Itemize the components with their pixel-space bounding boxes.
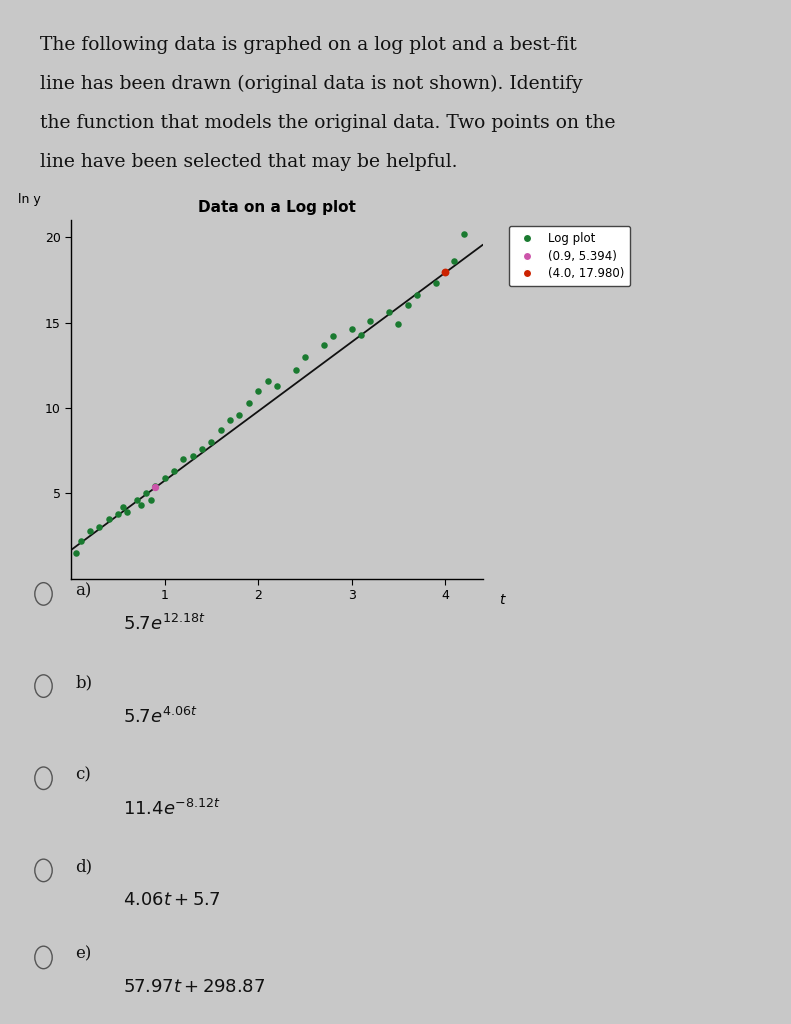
Point — [261, 373, 274, 389]
Text: line have been selected that may be helpful.: line have been selected that may be help… — [40, 153, 457, 171]
Point — [144, 492, 157, 508]
Point — [448, 253, 461, 269]
Point — [364, 312, 377, 329]
Point — [112, 506, 124, 522]
Point — [252, 383, 264, 399]
Text: ln y: ln y — [17, 193, 40, 206]
Point — [168, 463, 180, 479]
Point — [317, 337, 330, 353]
Point — [102, 511, 115, 527]
Point — [439, 263, 452, 280]
Point — [354, 327, 367, 343]
Text: t: t — [499, 593, 505, 607]
Point — [298, 348, 311, 365]
Text: d): d) — [75, 859, 93, 876]
Text: $4.06t + 5.7$: $4.06t + 5.7$ — [123, 891, 220, 909]
Point — [74, 532, 87, 549]
Legend: Log plot, (0.9, 5.394), (4.0, 17.980): Log plot, (0.9, 5.394), (4.0, 17.980) — [509, 226, 630, 287]
Text: $5.7e^{4.06t}$: $5.7e^{4.06t}$ — [123, 707, 197, 727]
Point — [116, 499, 129, 515]
Point — [346, 322, 358, 338]
Point — [149, 478, 161, 495]
Point — [233, 407, 246, 423]
Point — [140, 485, 153, 502]
Point — [177, 451, 190, 467]
Point — [131, 492, 143, 508]
Text: the function that models the original data. Two points on the: the function that models the original da… — [40, 114, 615, 132]
Point — [271, 378, 283, 394]
Point — [149, 478, 161, 495]
Point — [392, 316, 405, 333]
Text: $11.4e^{-8.12t}$: $11.4e^{-8.12t}$ — [123, 799, 221, 819]
Text: e): e) — [75, 946, 92, 963]
Title: Data on a Log plot: Data on a Log plot — [198, 200, 356, 215]
Point — [121, 504, 134, 520]
Point — [158, 470, 171, 486]
Point — [401, 297, 414, 313]
Point — [290, 362, 302, 379]
Point — [84, 522, 97, 539]
Text: The following data is graphed on a log plot and a best-fit: The following data is graphed on a log p… — [40, 36, 577, 54]
Point — [439, 263, 452, 280]
Point — [195, 440, 208, 457]
Point — [93, 519, 105, 536]
Point — [430, 275, 442, 292]
Point — [214, 422, 227, 438]
Text: c): c) — [75, 767, 91, 783]
Text: $57.97t + 298.87$: $57.97t + 298.87$ — [123, 978, 265, 996]
Point — [327, 328, 339, 344]
Text: $5.7e^{12.18t}$: $5.7e^{12.18t}$ — [123, 614, 205, 635]
Point — [224, 412, 237, 428]
Point — [411, 287, 423, 303]
Text: b): b) — [75, 675, 93, 691]
Point — [205, 434, 218, 451]
Point — [70, 545, 82, 561]
Point — [243, 394, 255, 411]
Text: line has been drawn (original data is not shown). Identify: line has been drawn (original data is no… — [40, 75, 582, 93]
Text: a): a) — [75, 583, 92, 599]
Point — [187, 447, 199, 464]
Point — [457, 225, 470, 242]
Point — [383, 304, 396, 321]
Point — [135, 497, 148, 513]
